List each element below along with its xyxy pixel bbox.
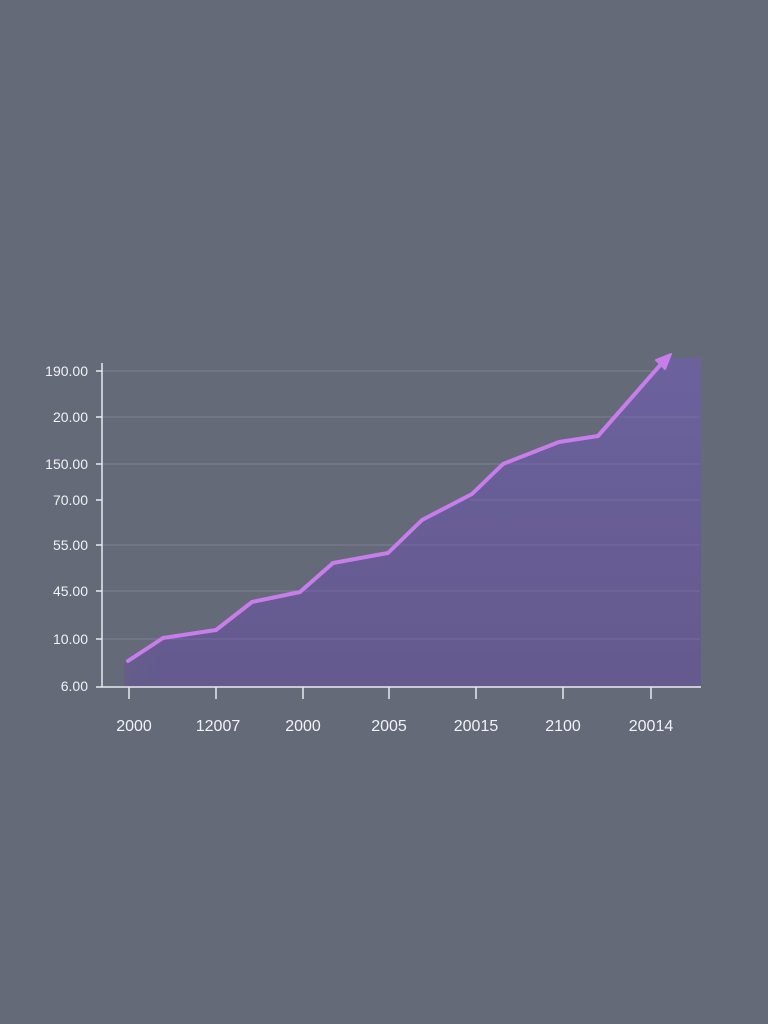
y-tick-label: 6.00 (60, 678, 88, 694)
arrow-up-icon (655, 353, 672, 370)
x-tick-label: 20014 (628, 718, 674, 735)
y-tick-label: 20.00 (52, 409, 88, 425)
y-tick-label: 150.00 (45, 456, 88, 472)
x-tick-label: 2100 (545, 718, 581, 735)
y-tick-label: 55.00 (52, 537, 88, 553)
y-tick-label: 70.00 (52, 492, 88, 508)
x-tick-label: 2000 (285, 718, 321, 735)
y-tick-label: 45.00 (52, 583, 88, 599)
x-tick-label: 2000 (116, 718, 152, 735)
y-tick-label: 190.00 (45, 363, 88, 379)
trend-line (126, 361, 664, 663)
x-tick-label: 20015 (453, 718, 499, 735)
x-tick-label: 12007 (195, 718, 241, 735)
axes (96, 363, 701, 699)
x-tick-label: 2005 (371, 718, 407, 735)
y-tick-label: 10.00 (52, 631, 88, 647)
